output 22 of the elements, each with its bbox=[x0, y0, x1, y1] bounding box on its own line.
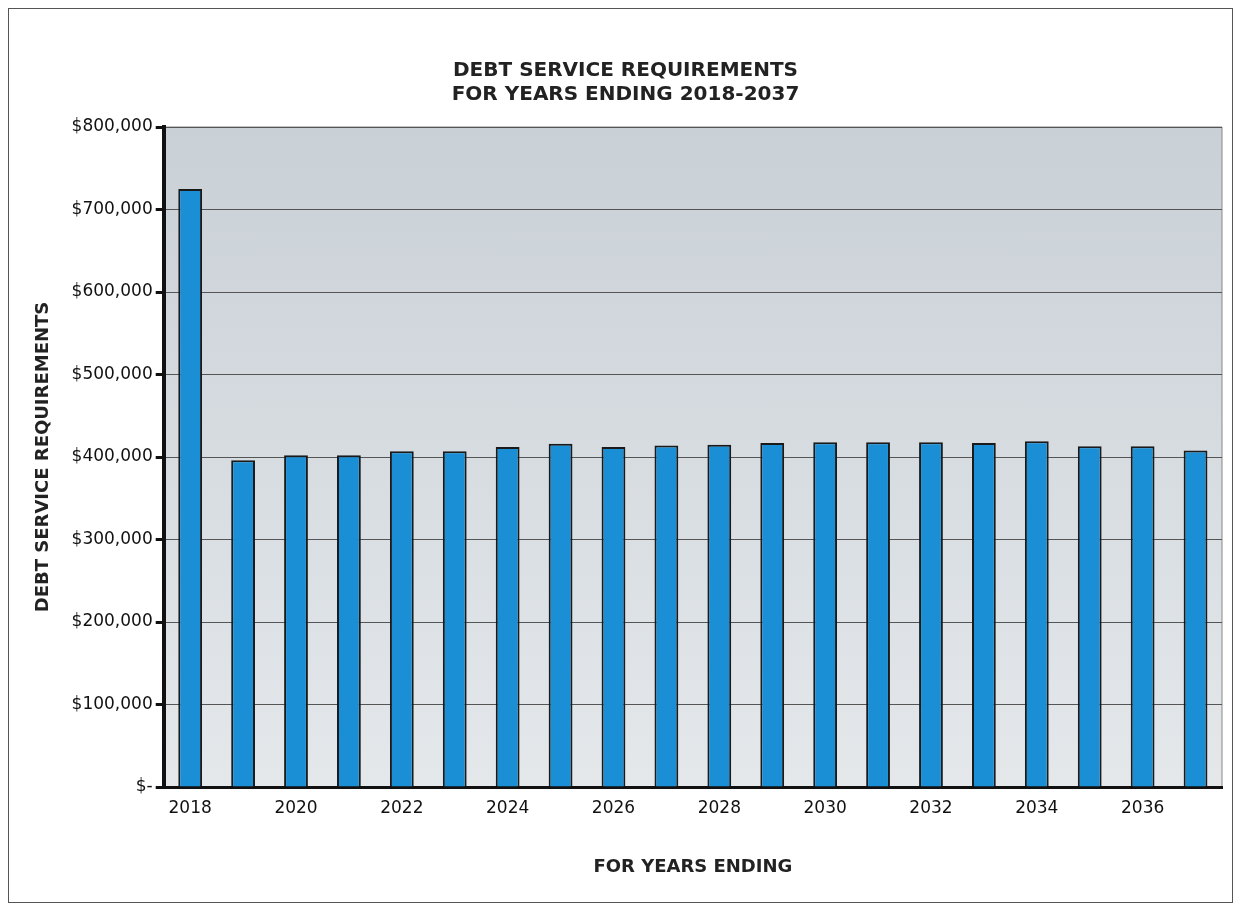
y-tick-label: $600,000 bbox=[71, 280, 153, 301]
chart-title: DEBT SERVICE REQUIREMENTS FOR YEARS ENDING 2018-2037 bbox=[451, 57, 800, 106]
y-tick-label: $200,000 bbox=[71, 610, 153, 631]
y-tick-label: $700,000 bbox=[71, 197, 153, 218]
y-tick-label: $300,000 bbox=[71, 527, 153, 548]
x-tick-label: 2022 bbox=[380, 796, 424, 817]
x-tick-label: 2020 bbox=[274, 796, 318, 817]
x-tick-label: 2034 bbox=[1015, 796, 1059, 817]
y-tick-label: $800,000 bbox=[71, 115, 153, 136]
x-tick-label: 2028 bbox=[697, 796, 741, 817]
x-tick-label: 2024 bbox=[486, 796, 530, 817]
x-tick-label: 2032 bbox=[909, 796, 953, 817]
y-tick-label: $- bbox=[135, 775, 153, 796]
x-tick-label: 2026 bbox=[591, 796, 636, 817]
y-tick-label: $400,000 bbox=[71, 445, 153, 466]
y-tick-label: $500,000 bbox=[71, 362, 153, 383]
x-tick-label: 2030 bbox=[803, 796, 847, 817]
x-axis-title: FOR YEARS ENDING bbox=[593, 854, 793, 876]
y-axis-title: DEBT SERVICE REQUIREMENTS bbox=[31, 301, 53, 613]
y-tick-label: $100,000 bbox=[71, 692, 153, 713]
x-tick-label: 2018 bbox=[168, 796, 212, 817]
x-tick-label: 2036 bbox=[1121, 796, 1165, 817]
